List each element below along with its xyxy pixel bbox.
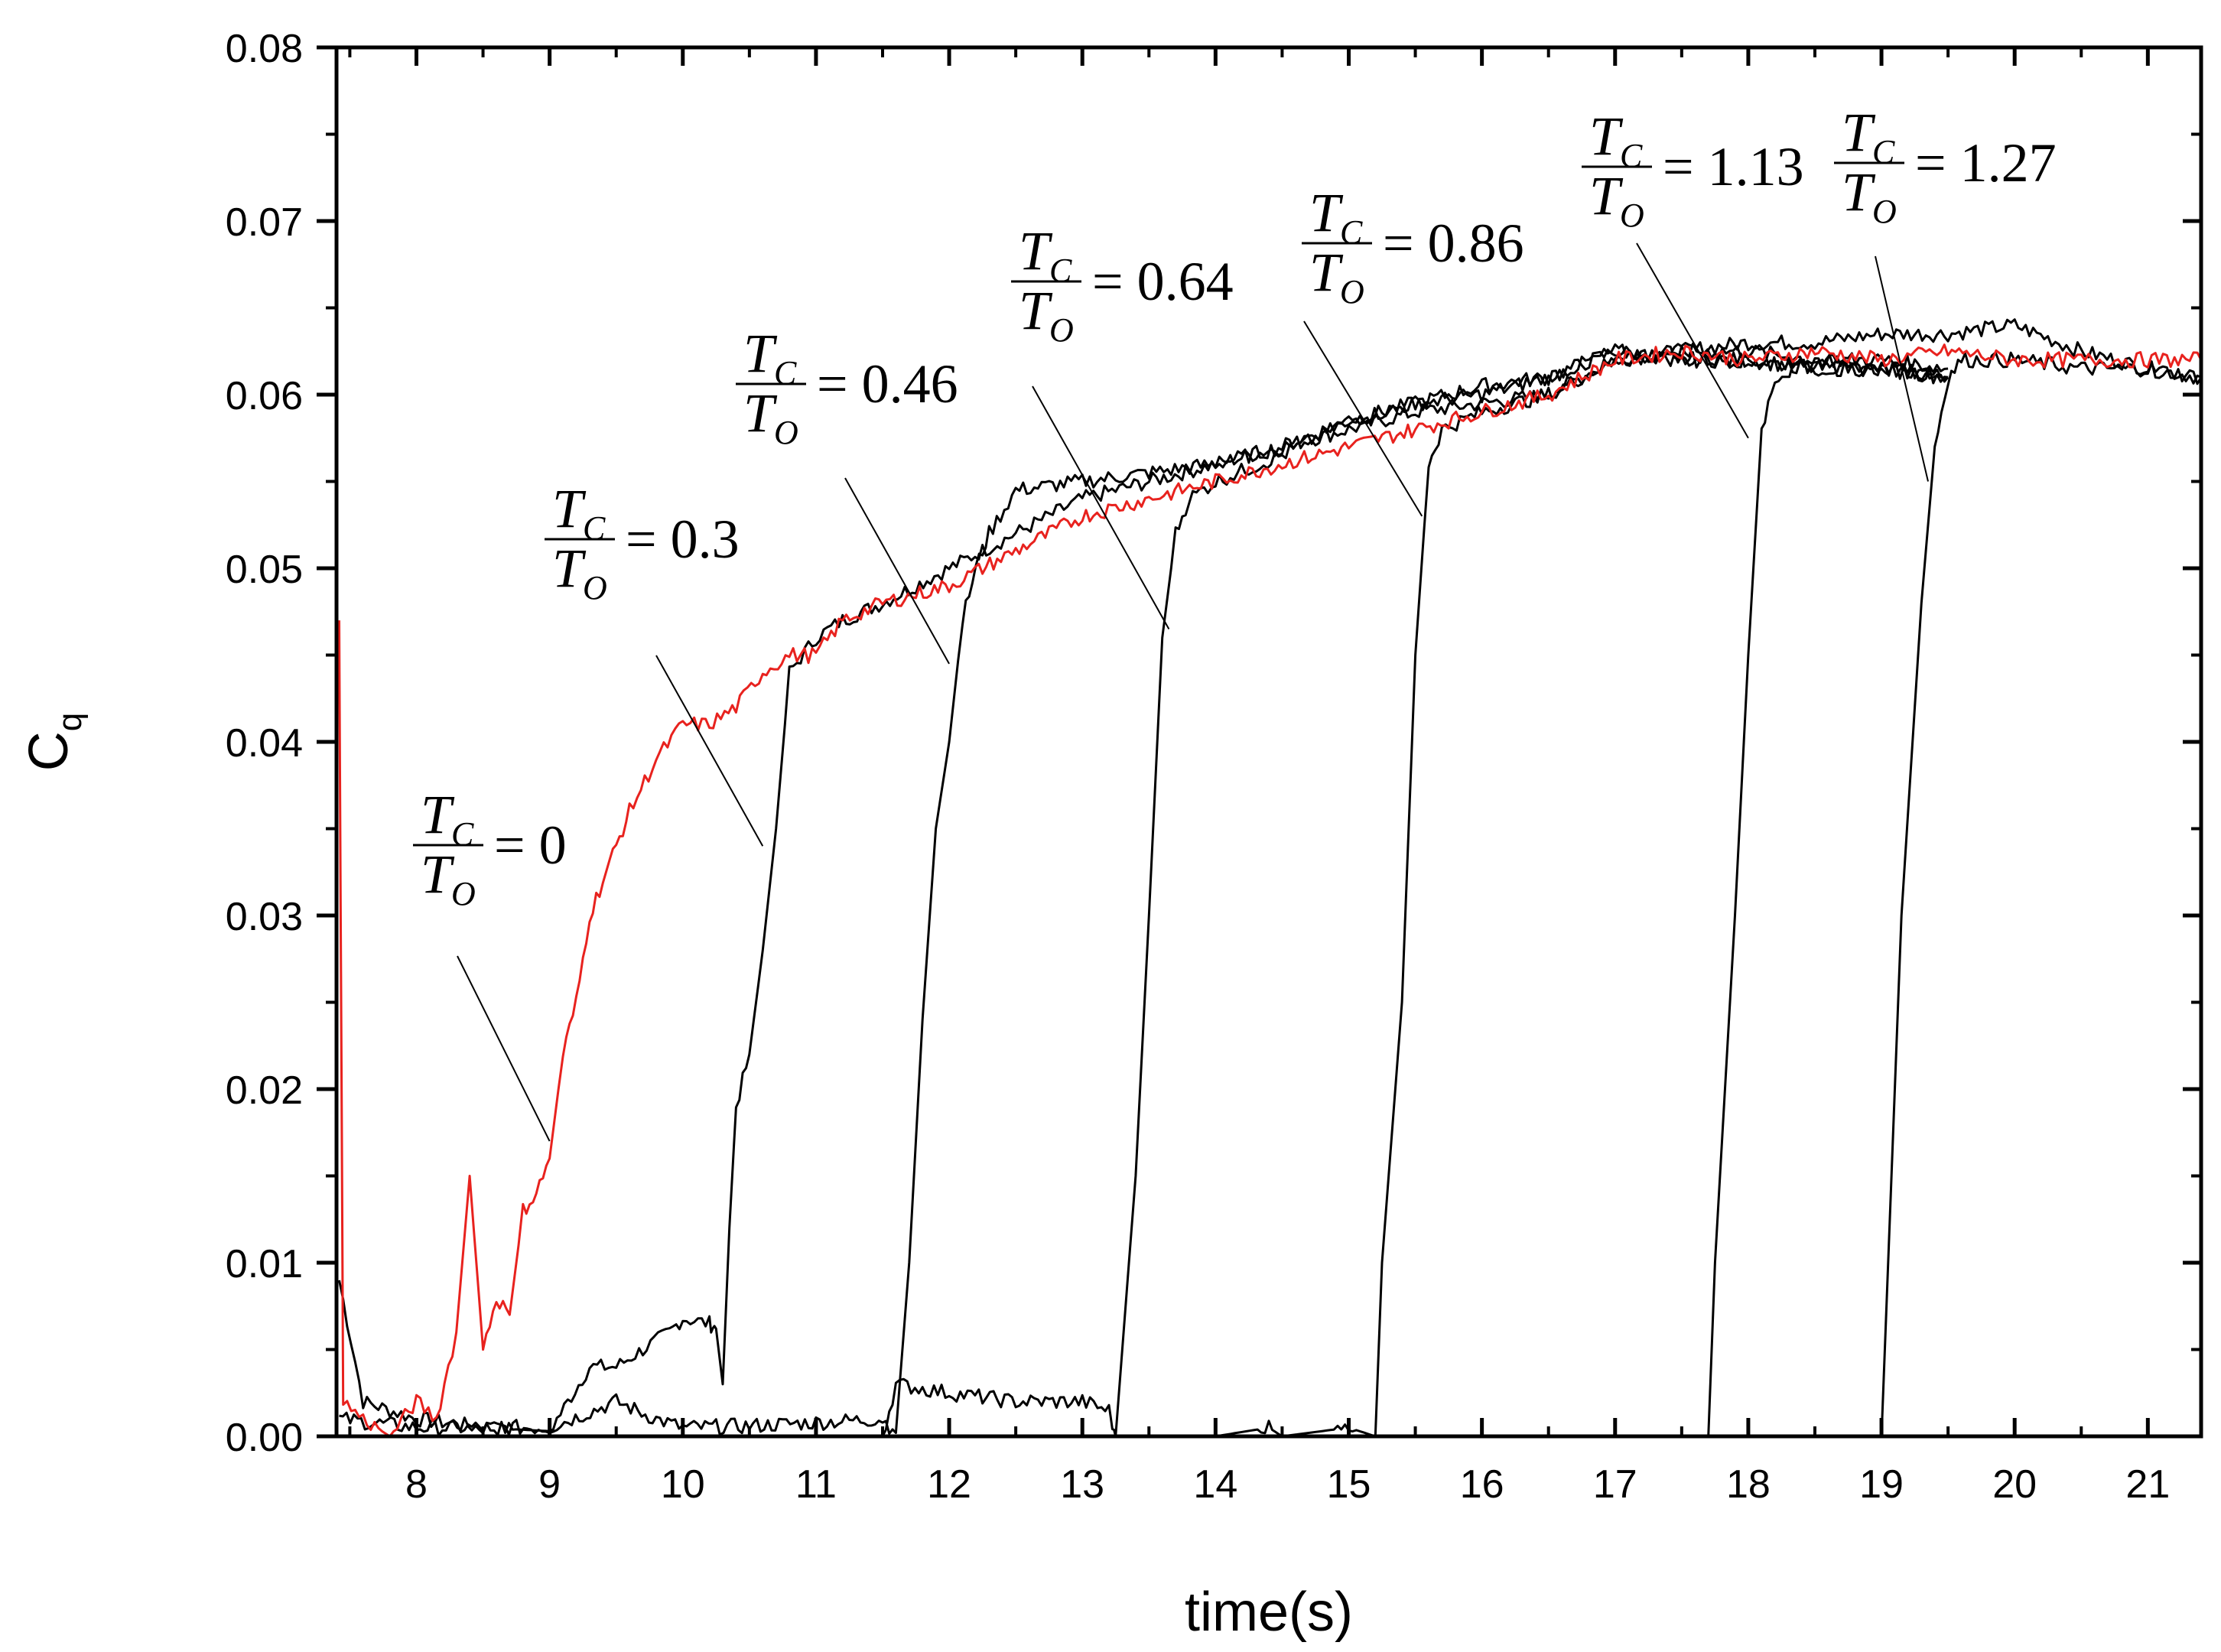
y-tick-label: 0.06: [226, 374, 303, 418]
x-tick-label: 16: [1460, 1462, 1504, 1507]
x-tick-label: 17: [1593, 1462, 1637, 1507]
annotation-lines: [457, 242, 1929, 1142]
y-tick-label: 0.02: [226, 1068, 303, 1113]
x-axis-title: time(s): [1185, 1582, 1353, 1643]
annotation-value: = 1.13: [1663, 136, 1804, 197]
series-line: [338, 343, 2203, 1438]
annotation-leader: [1875, 255, 1929, 482]
annotation-numerator: TC: [743, 323, 797, 392]
x-tick-label: 20: [1992, 1462, 2037, 1507]
annotation-value: = 0.86: [1383, 213, 1524, 274]
annotation-denominator: TO: [421, 844, 476, 912]
y-axis-title-sub: q: [51, 713, 89, 731]
y-tick-label: 0.07: [226, 200, 303, 245]
annotation-numerator: TC: [1019, 220, 1072, 289]
x-tick-label: 9: [538, 1462, 561, 1507]
annotation-numerator: TC: [552, 478, 606, 547]
annotation-denominator: TO: [743, 382, 798, 451]
x-tick-label: 13: [1060, 1462, 1104, 1507]
y-tick-label: 0.05: [226, 548, 303, 592]
x-tick-label: 15: [1327, 1462, 1371, 1507]
y-tick-label: 0.08: [226, 27, 303, 71]
annotation-value: = 1.27: [1915, 132, 2057, 193]
x-tick-label: 8: [405, 1462, 428, 1507]
y-tick-label: 0.01: [226, 1242, 303, 1286]
annotation-denominator: TO: [552, 538, 607, 606]
annotation-denominator: TO: [1589, 165, 1644, 234]
x-tick-label: 11: [795, 1462, 837, 1507]
annotation-denominator: TO: [1842, 161, 1897, 230]
annotation-denominator: TO: [1309, 242, 1364, 311]
x-tick-label: 14: [1193, 1462, 1237, 1507]
y-tick-label: 0.04: [226, 721, 303, 766]
x-axis: 8 9 10 11 12 13 14 15 16 17 18 19 20 21: [348, 47, 2170, 1507]
y-axis-title-main: C: [18, 731, 80, 771]
series-line: [338, 318, 2202, 1436]
annotation-value: = 0.3: [626, 509, 740, 570]
annotation-leader: [655, 655, 764, 847]
annotation-leader: [1636, 242, 1749, 439]
annotation-numerator: TC: [1309, 182, 1363, 251]
annotation-leader: [1303, 320, 1423, 517]
annotation-leader: [1032, 385, 1170, 629]
annotation-numerator: TC: [1589, 106, 1643, 174]
x-tick-label: 21: [2125, 1462, 2170, 1507]
annotation-numerator: TC: [421, 784, 474, 853]
x-tick-label: 10: [661, 1462, 705, 1507]
annotation-leader: [457, 955, 551, 1142]
y-axis: 0.00 0.01 0.02 0.03 0.04 0.05 0.06 0.07 0.08: [226, 27, 2201, 1460]
x-tick-label: 18: [1726, 1462, 1771, 1507]
x-tick-label: 19: [1859, 1462, 1904, 1507]
annotation-denominator: TO: [1019, 280, 1074, 349]
annotation-leader: [844, 477, 950, 665]
annotation-numerator: TC: [1842, 102, 1895, 171]
y-tick-label: 0.03: [226, 895, 303, 939]
y-axis-title: Cq: [18, 713, 89, 771]
y-tick-label: 0.00: [226, 1416, 303, 1460]
annotation-value: = 0.46: [817, 353, 958, 415]
annotation-value: = 0.64: [1092, 251, 1234, 312]
x-tick-label: 12: [927, 1462, 971, 1507]
annotation-value: = 0: [494, 815, 567, 876]
